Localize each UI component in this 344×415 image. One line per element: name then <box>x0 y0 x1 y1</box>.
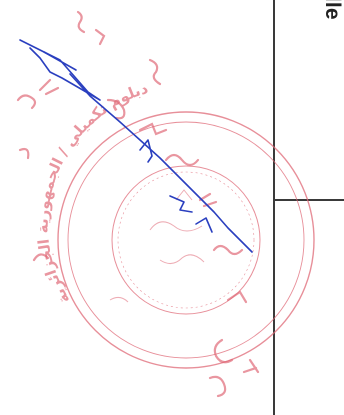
stamp-outer-ring <box>57 111 315 369</box>
stamp-inner-details <box>109 189 205 303</box>
stamp-glyph-mark <box>212 244 244 256</box>
stamp-glyph-mark <box>242 358 260 374</box>
stamp-handwritten-marks <box>16 10 260 398</box>
stamp-dotted-ring <box>117 171 255 309</box>
signature-stroke-top <box>19 39 101 101</box>
stamp-glyph-mark <box>94 28 106 46</box>
stamp-glyph-mark <box>38 78 60 96</box>
stamp-glyph-mark <box>213 338 234 364</box>
signature-stroke-main <box>69 73 253 253</box>
stamp-glyph-mark <box>164 153 200 167</box>
stamp-glyph-mark <box>76 10 86 34</box>
stamp-outer-lettering: دبلوم تكميلي / الجمهورية الجزائرية <box>34 79 151 307</box>
stamp-inner-ring <box>111 165 261 315</box>
stamp-rings <box>57 111 315 369</box>
stamp-glyph-mark <box>18 147 30 160</box>
stamp-glyph-mark <box>32 253 50 262</box>
stamp-glyph-mark <box>208 375 227 398</box>
signature-loop <box>169 195 193 213</box>
table-horizontal-rule <box>273 199 344 201</box>
stamp-second-ring <box>67 121 305 359</box>
stamp-glyph-mark <box>226 290 248 304</box>
signature-loop <box>139 139 153 163</box>
stamp-glyph-mark <box>148 58 162 86</box>
stamp-glyph-mark <box>16 94 37 110</box>
signature-loop <box>195 217 213 233</box>
stamp-inner-mark <box>109 296 129 303</box>
table-vertical-rule <box>273 0 275 415</box>
handwritten-signature <box>19 39 253 253</box>
stamp-inner-mark <box>175 189 193 201</box>
stamp-glyph-mark <box>106 98 126 120</box>
stamp-inner-mark <box>149 221 203 232</box>
stamp-glyph-mark <box>138 122 168 136</box>
stamp-inner-mark <box>159 254 205 264</box>
signature-tail <box>43 51 77 71</box>
